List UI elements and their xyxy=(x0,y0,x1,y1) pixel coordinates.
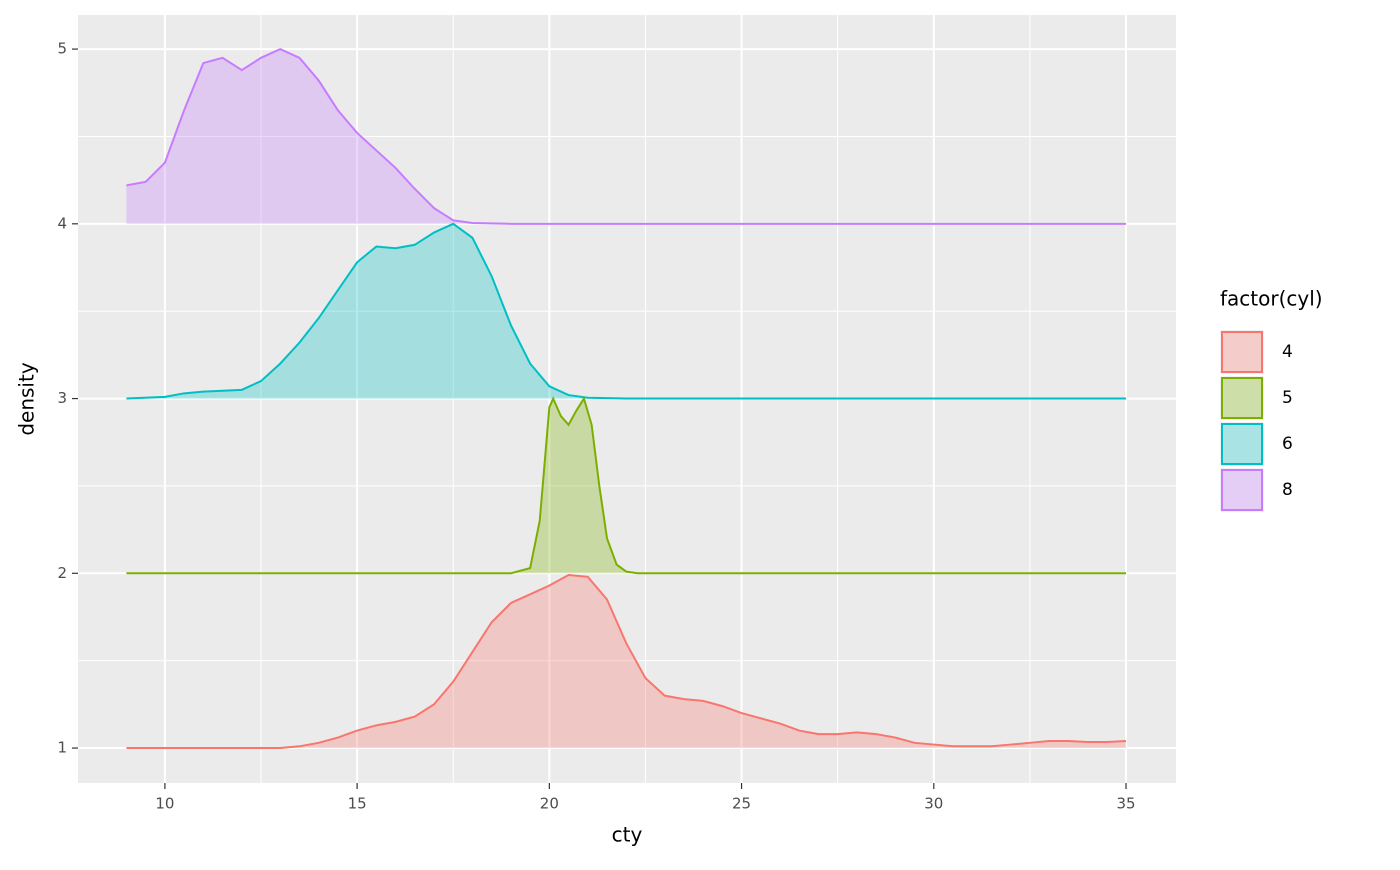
ridge-area xyxy=(126,49,1127,224)
y-axis-title: density xyxy=(15,362,39,435)
ridge-line xyxy=(126,574,1127,750)
marks xyxy=(126,47,1127,750)
x-tick-label: 20 xyxy=(540,795,559,813)
legend-label: 8 xyxy=(1282,480,1293,500)
ridge-line xyxy=(126,222,1127,400)
ridge-area xyxy=(126,575,1127,749)
legend-title: factor(cyl) xyxy=(1220,287,1323,311)
legend-label: 4 xyxy=(1282,342,1293,362)
y-tick-label: 5 xyxy=(57,40,67,58)
legend-key-bg xyxy=(1220,376,1264,420)
legend-key-bg xyxy=(1220,422,1264,466)
y-tick-label: 3 xyxy=(57,389,67,407)
legend-key-bg xyxy=(1220,468,1264,512)
legend-key xyxy=(1221,331,1263,373)
legend-key-bg xyxy=(1220,330,1264,374)
x-tick-label: 30 xyxy=(924,795,943,813)
x-tick-label: 25 xyxy=(732,795,751,813)
ridge-line xyxy=(126,47,1127,225)
legend-label: 5 xyxy=(1282,388,1293,408)
legend-key xyxy=(1221,377,1263,419)
y-tick-label: 1 xyxy=(57,739,67,757)
legend-key xyxy=(1221,423,1263,465)
legend-key xyxy=(1221,469,1263,511)
x-tick-label: 10 xyxy=(155,795,174,813)
y-tick-label: 4 xyxy=(57,214,67,232)
legend-label: 6 xyxy=(1282,434,1293,454)
y-tick-label: 2 xyxy=(57,564,67,582)
x-axis-title: cty xyxy=(612,823,643,847)
ridge-area xyxy=(126,223,1127,399)
x-tick-label: 15 xyxy=(348,795,367,813)
x-tick-label: 35 xyxy=(1116,795,1135,813)
ridge-line xyxy=(126,396,1127,575)
